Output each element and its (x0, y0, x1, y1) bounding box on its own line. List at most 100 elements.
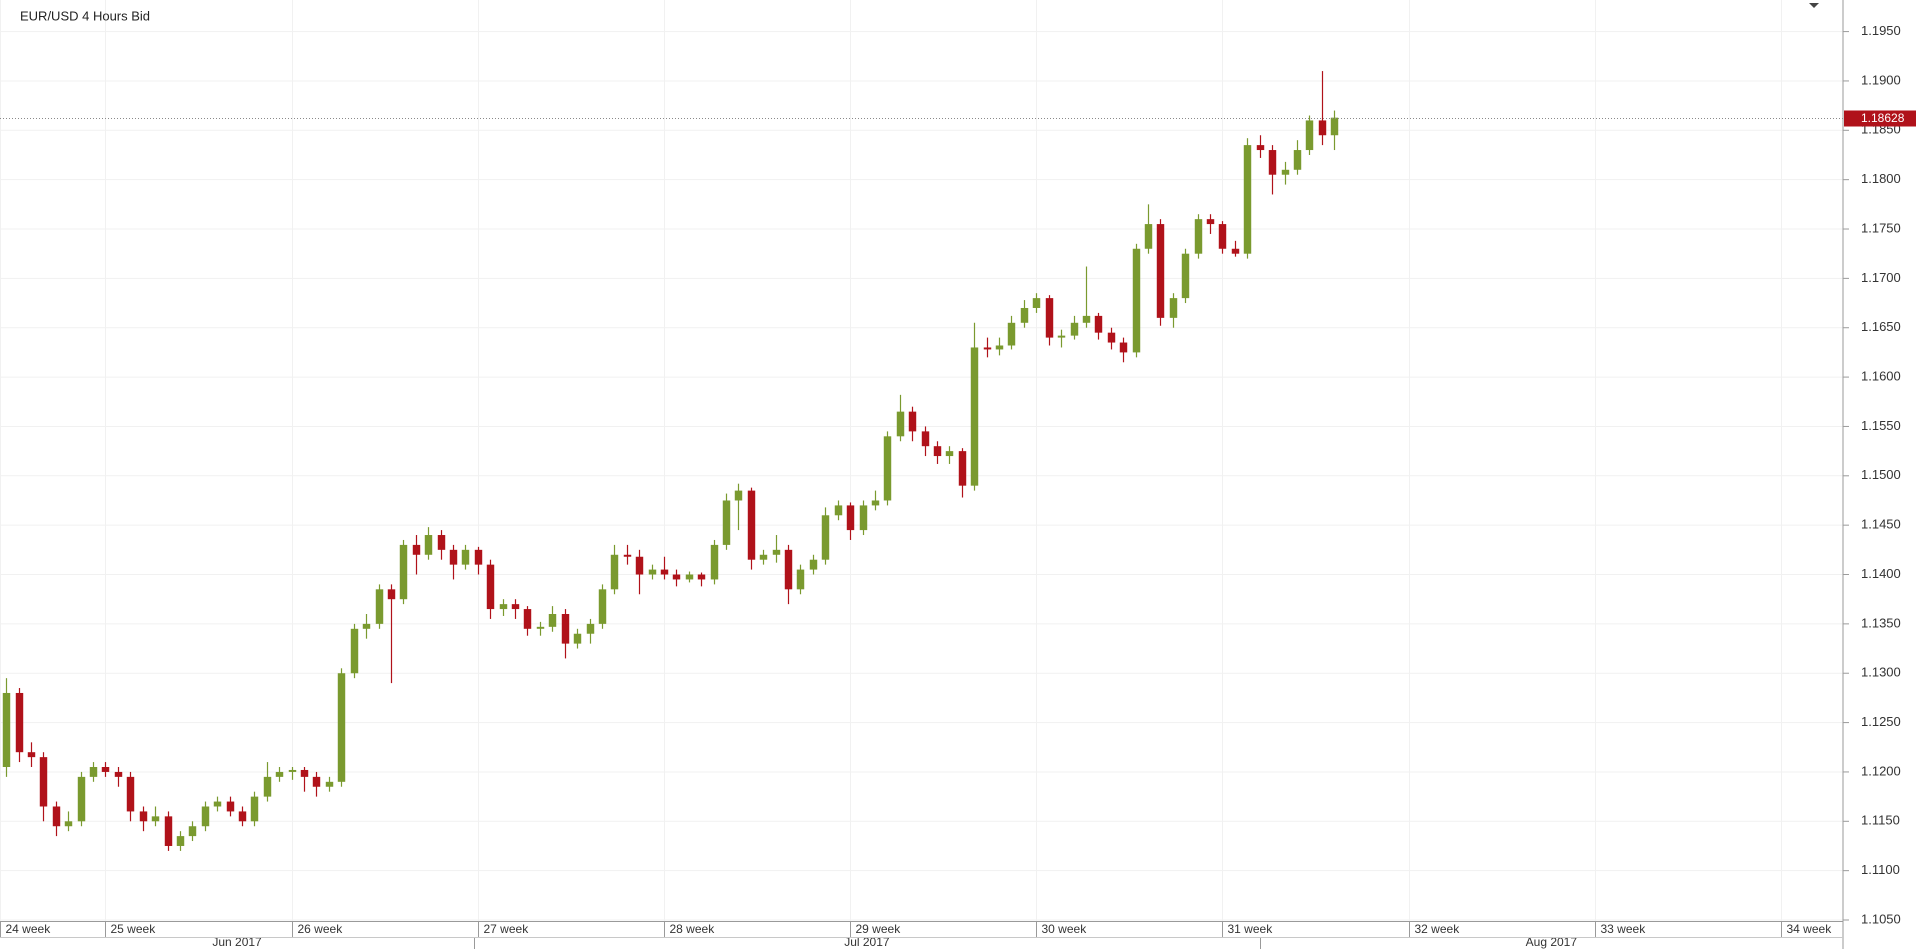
y-tick-label: 1.1250 (1861, 714, 1901, 729)
candle-body (275, 771, 284, 777)
grid (0, 0, 1843, 921)
candle-body (1020, 307, 1029, 323)
axes: 1.1050 1.1100 1.1150 1.1200 1.1250 1.1300 1.13… (0, 23, 1916, 949)
candle-body (288, 769, 297, 772)
menu-arrow[interactable] (1809, 3, 1819, 8)
candle-body (846, 505, 855, 531)
last-price-label: 1.18628 (1861, 111, 1905, 125)
candle-body (139, 811, 148, 822)
candle-body (2, 692, 11, 768)
candle-body (300, 769, 309, 777)
candle-body (449, 549, 458, 565)
candle-body (164, 816, 173, 846)
candle-body (1268, 150, 1277, 175)
x-tick-label: 32 week (1415, 922, 1461, 936)
candle-body (772, 549, 781, 555)
candle-body (983, 347, 992, 350)
candle-body (101, 767, 110, 772)
candle-body (660, 569, 669, 575)
candle-body (213, 801, 222, 807)
y-tick-label: 1.1900 (1861, 72, 1901, 87)
candle-body (610, 554, 619, 590)
candle-body (1330, 117, 1339, 136)
candle-body (523, 609, 532, 629)
x-tick-label: 26 week (298, 922, 344, 936)
candle-body (623, 554, 632, 557)
candle-body (1243, 145, 1252, 254)
x-tick-label: 29 week (856, 922, 902, 936)
candle-body (399, 544, 408, 600)
candle-body (362, 623, 371, 629)
candle-body (1181, 253, 1190, 299)
candle-body (908, 411, 917, 432)
candle-body (1318, 120, 1327, 136)
candle-body (734, 490, 743, 501)
candle-body (1194, 219, 1203, 254)
candle-body (114, 771, 123, 777)
candle-body (461, 549, 470, 565)
candle-body (39, 757, 48, 807)
candle-body (1305, 120, 1314, 151)
candle-body (1045, 298, 1054, 338)
x-tick-label: 31 week (1228, 922, 1274, 936)
candle-body (337, 673, 346, 782)
y-tick-label: 1.1800 (1861, 171, 1901, 186)
candle-body (1119, 342, 1128, 353)
y-tick-label: 1.1550 (1861, 418, 1901, 433)
candle-body (1132, 248, 1141, 353)
candle-body (486, 564, 495, 610)
candle-body (15, 692, 24, 753)
candle-body (151, 816, 160, 822)
candle-body (834, 505, 843, 516)
y-tick-label: 1.1350 (1861, 615, 1901, 630)
candle-body (1057, 335, 1066, 338)
candle-body (52, 806, 61, 827)
candle-body (796, 569, 805, 590)
candle-body (1144, 224, 1153, 249)
y-tick-label: 1.1400 (1861, 566, 1901, 581)
y-tick-label: 1.1100 (1861, 862, 1900, 877)
candle-body (263, 776, 272, 797)
candle-body (64, 821, 73, 827)
candle-body (188, 826, 197, 837)
candle-body (536, 626, 545, 629)
candle-body (921, 431, 930, 447)
month-label: Aug 2017 (1526, 935, 1578, 949)
candle-body (1032, 298, 1041, 308)
candle-body (747, 490, 756, 560)
x-tick-label: 30 week (1042, 922, 1088, 936)
candle-body (424, 535, 433, 555)
y-tick-label: 1.1150 (1861, 813, 1900, 828)
candle-body (586, 623, 595, 634)
candle-body (176, 836, 185, 846)
candle-body (958, 451, 967, 486)
candle-body (1218, 224, 1227, 249)
candle-body (896, 411, 905, 437)
candle-body (77, 776, 86, 822)
last-price-tag (1844, 110, 1916, 127)
chart-title: EUR/USD 4 Hours Bid (20, 8, 150, 23)
candle-body (1156, 224, 1165, 318)
candle-body (548, 614, 557, 627)
y-tick-label: 1.1700 (1861, 270, 1901, 285)
candle-body (710, 544, 719, 580)
candle-body (648, 569, 657, 575)
candle-body (883, 436, 892, 501)
y-tick-label: 1.1050 (1861, 911, 1901, 926)
candle-body (809, 559, 818, 570)
candle-body (871, 500, 880, 506)
y-tick-label: 1.1750 (1861, 220, 1901, 235)
candle-body (784, 549, 793, 590)
candle-body (1007, 322, 1016, 346)
candle-body (635, 556, 644, 575)
candle-body (933, 446, 942, 457)
candle-body (1293, 150, 1302, 170)
candle-body (375, 589, 384, 624)
candle-body (412, 544, 421, 555)
candle-body (325, 781, 334, 787)
candle-body (1256, 145, 1265, 151)
x-tick-label: 27 week (484, 922, 530, 936)
candle-body (226, 801, 235, 812)
y-tick-label: 1.1300 (1861, 665, 1901, 680)
candle-body (970, 347, 979, 486)
